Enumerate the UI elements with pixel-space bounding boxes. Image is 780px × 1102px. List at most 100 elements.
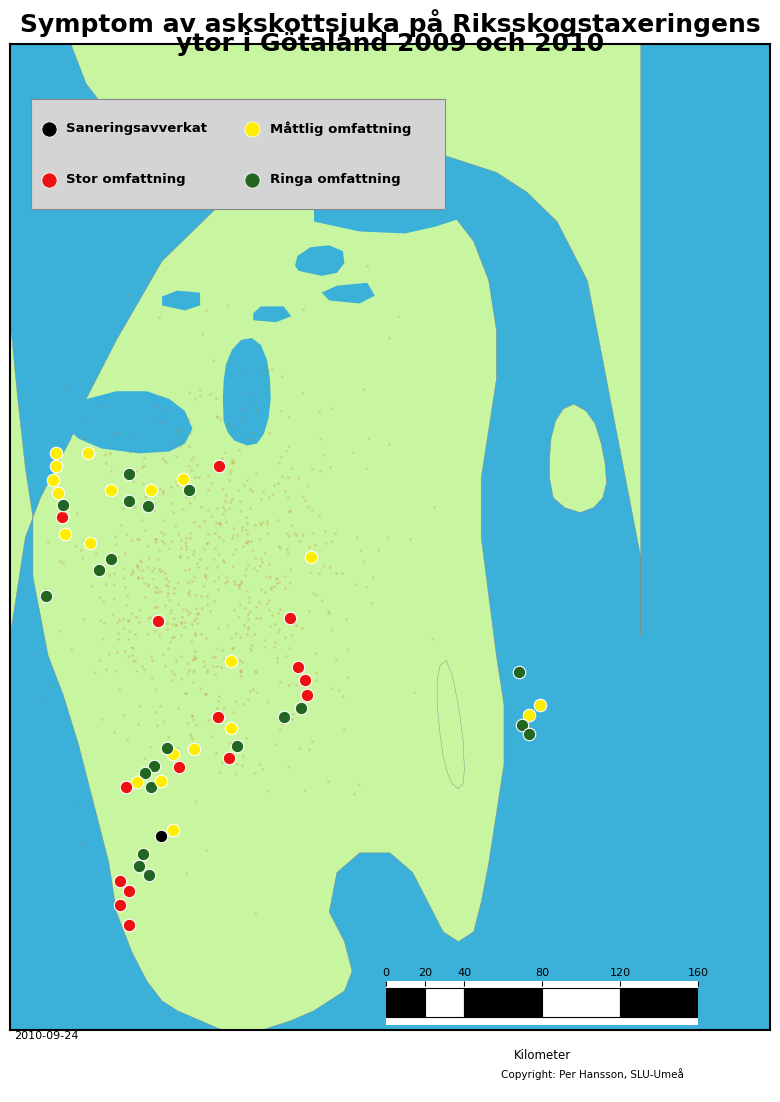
Point <box>215 659 228 677</box>
Point <box>342 668 354 685</box>
Point <box>157 646 169 663</box>
Point <box>170 652 183 670</box>
Point <box>196 325 208 343</box>
Point <box>58 378 70 396</box>
Point <box>198 512 211 530</box>
Point <box>245 532 257 550</box>
Point <box>265 606 278 624</box>
Point <box>183 582 195 599</box>
Point <box>122 612 135 629</box>
Point <box>306 461 318 478</box>
Point <box>180 684 193 702</box>
Point <box>196 598 208 616</box>
Point <box>218 553 231 571</box>
Point <box>71 505 83 522</box>
Point <box>289 525 301 542</box>
Point <box>190 598 202 616</box>
Point <box>330 564 342 582</box>
Point <box>382 529 395 547</box>
Point <box>197 541 210 559</box>
Point <box>119 544 132 562</box>
Point <box>45 677 58 694</box>
Point <box>186 663 199 681</box>
Point <box>168 579 180 596</box>
Point <box>159 453 172 471</box>
Point <box>161 587 173 605</box>
Text: Symptom av askskottsjuka på Riksskogstaxeringens: Symptom av askskottsjuka på Riksskogstax… <box>20 9 760 37</box>
Point <box>194 626 207 644</box>
Point <box>260 568 272 585</box>
Point <box>160 570 172 587</box>
Point <box>231 755 243 773</box>
Point <box>251 683 264 701</box>
Point <box>225 454 238 472</box>
Point <box>233 661 246 679</box>
Point <box>158 564 171 582</box>
Point <box>233 595 246 613</box>
Point <box>136 495 148 512</box>
Point <box>192 558 204 575</box>
Point <box>346 443 359 461</box>
Point <box>158 713 170 731</box>
Point <box>199 685 211 703</box>
Point <box>204 386 216 403</box>
Point <box>75 834 87 852</box>
Point <box>141 558 154 575</box>
Point <box>73 797 85 814</box>
Point <box>190 626 202 644</box>
Point <box>226 527 239 544</box>
Point <box>273 537 285 554</box>
Point <box>122 612 134 629</box>
Point <box>237 747 250 765</box>
Point <box>239 430 252 447</box>
Point <box>230 766 243 784</box>
Point <box>176 475 189 493</box>
Point <box>36 689 48 706</box>
Point <box>236 756 248 774</box>
Point <box>219 574 232 592</box>
Point <box>108 575 120 593</box>
Point <box>156 450 168 467</box>
Point <box>93 588 105 606</box>
Point <box>254 516 267 533</box>
Point <box>144 608 156 626</box>
Point <box>172 700 184 717</box>
Point <box>213 529 225 547</box>
Point <box>97 592 109 609</box>
Point <box>232 576 245 594</box>
Point <box>162 591 175 608</box>
Point <box>183 573 195 591</box>
Point <box>193 388 206 406</box>
Point <box>100 660 112 678</box>
Point <box>254 558 267 575</box>
Point <box>241 583 254 601</box>
Point <box>282 503 295 520</box>
Point <box>180 602 193 619</box>
Point <box>115 516 127 533</box>
Point <box>236 653 248 671</box>
Point <box>302 498 314 516</box>
Point <box>120 526 133 543</box>
Point <box>329 650 342 668</box>
Point <box>190 456 203 474</box>
Point <box>339 720 351 737</box>
Text: Kilometer: Kilometer <box>513 1049 571 1062</box>
Point <box>317 446 329 464</box>
Point <box>130 557 143 574</box>
Point <box>100 575 112 593</box>
Point <box>204 507 217 525</box>
Point <box>263 591 275 608</box>
Point <box>292 532 305 550</box>
Point <box>157 484 169 501</box>
Point <box>188 542 200 560</box>
Bar <box>620 988 698 1017</box>
Point <box>258 544 271 562</box>
Point <box>77 429 90 446</box>
Point <box>143 549 155 566</box>
Point <box>113 612 126 629</box>
Point <box>329 525 342 542</box>
Point <box>189 649 201 667</box>
Point <box>85 577 98 595</box>
Point <box>257 483 269 500</box>
Point <box>260 359 272 377</box>
